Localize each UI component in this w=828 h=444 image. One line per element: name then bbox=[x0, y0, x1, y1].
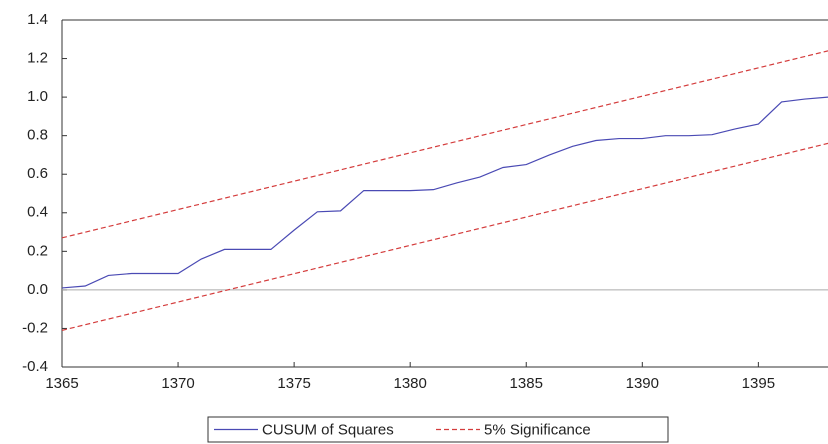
y-tick-label: -0.4 bbox=[22, 358, 48, 375]
series-line bbox=[61, 142, 828, 331]
legend-label: CUSUM of Squares bbox=[262, 421, 394, 438]
y-tick-label: 1.0 bbox=[27, 88, 48, 105]
y-tick-label: 1.2 bbox=[27, 50, 48, 67]
x-tick-label: 1380 bbox=[393, 375, 426, 392]
x-tick-label: 1370 bbox=[161, 375, 194, 392]
x-tick-label: 1365 bbox=[45, 375, 78, 392]
x-tick-label: 1385 bbox=[510, 375, 543, 392]
x-tick-label: 1390 bbox=[626, 375, 659, 392]
legend-label: 5% Significance bbox=[484, 421, 591, 438]
x-tick-label: 1395 bbox=[742, 375, 775, 392]
y-tick-label: -0.2 bbox=[22, 319, 48, 336]
series-line bbox=[61, 50, 828, 239]
y-tick-label: 0.4 bbox=[27, 204, 48, 221]
y-tick-label: 0.6 bbox=[27, 165, 48, 182]
y-tick-label: 1.4 bbox=[27, 11, 48, 28]
series-line bbox=[61, 96, 828, 289]
y-tick-label: 0.0 bbox=[27, 281, 48, 298]
x-tick-label: 1375 bbox=[277, 375, 310, 392]
legend-box bbox=[207, 416, 669, 443]
y-tick-label: 0.8 bbox=[27, 127, 48, 144]
y-tick-label: 0.2 bbox=[27, 242, 48, 259]
